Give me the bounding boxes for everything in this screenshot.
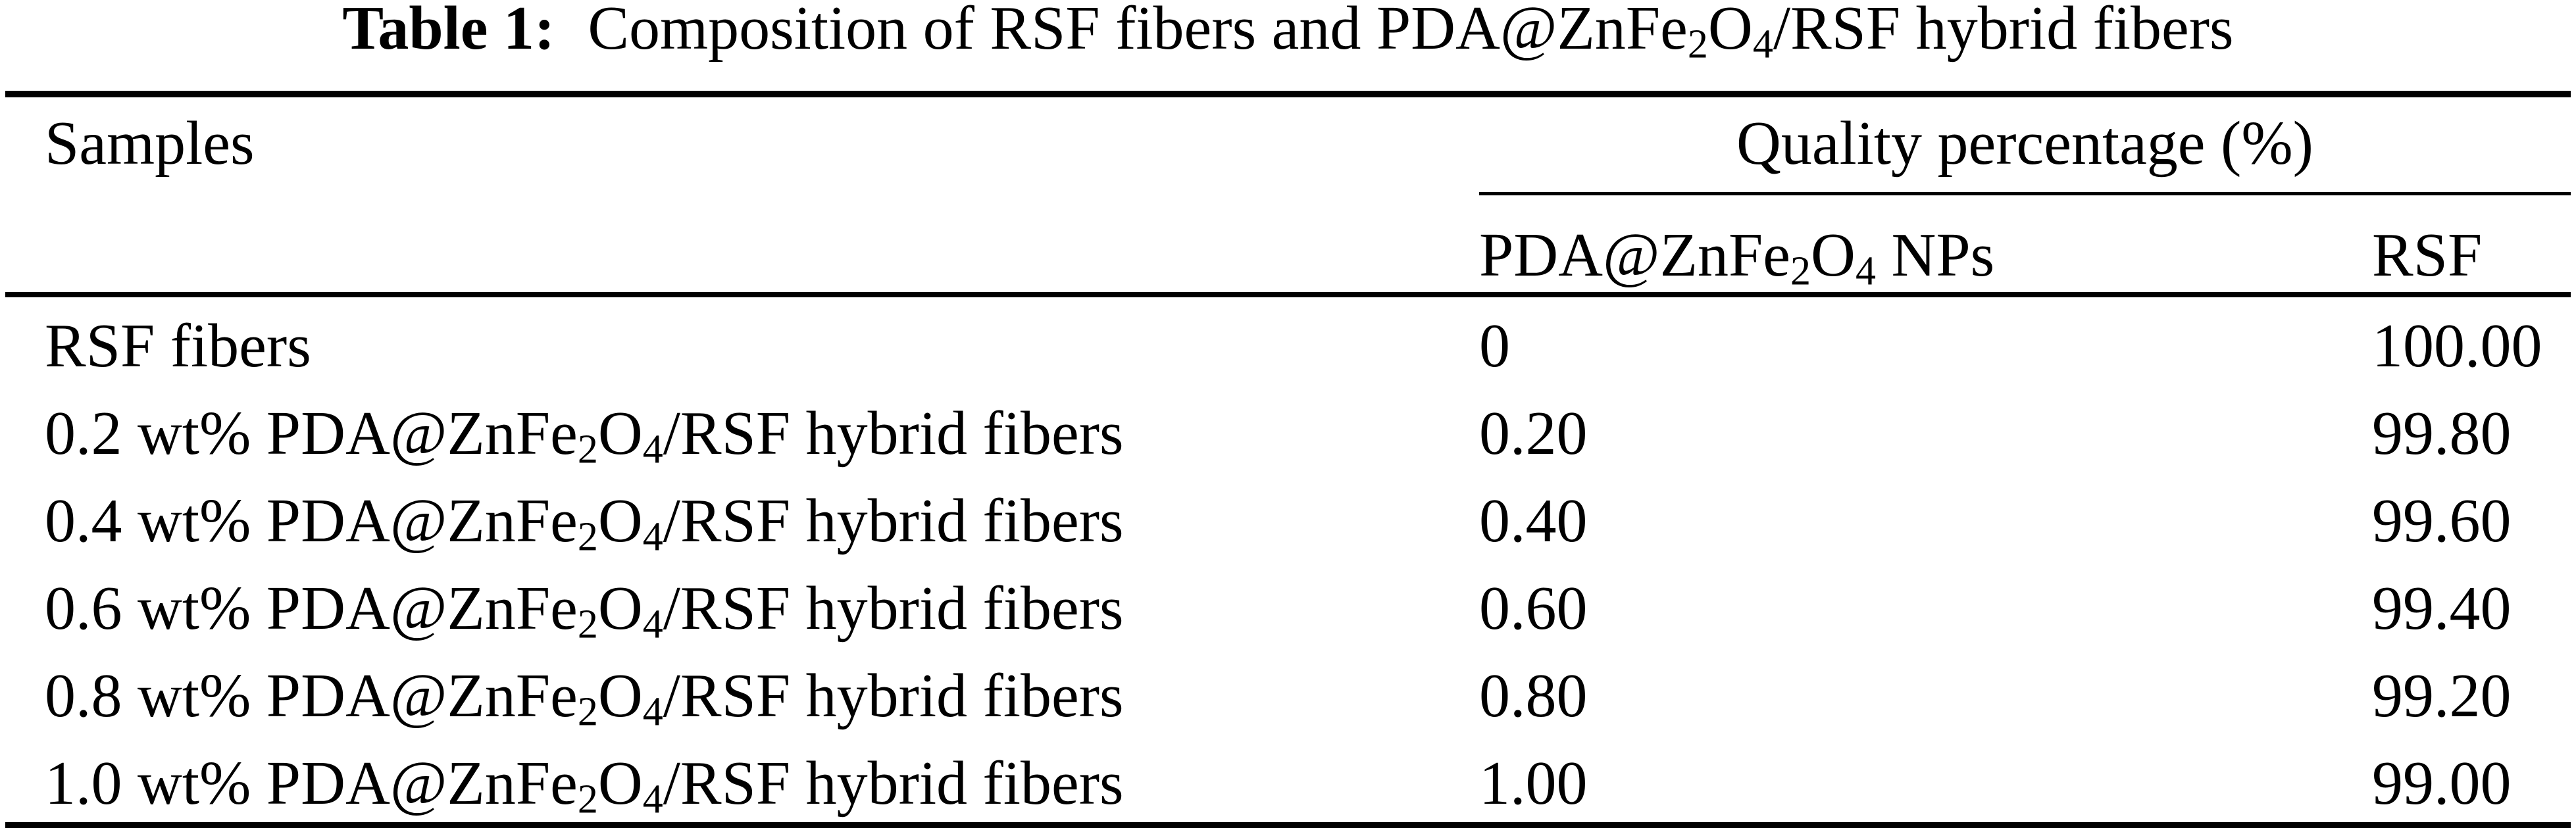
table-top-rule: [5, 91, 2571, 97]
table-row: 0.6 wt% PDA@ZnFe2O4/RSF hybrid fibers 0.…: [0, 577, 2576, 650]
np-percentage-value: 0.80: [1479, 662, 1588, 730]
sample-name: 0.8 wt% PDA@ZnFe2O4/RSF hybrid fibers: [45, 662, 1124, 735]
rsf-percentage-value: 99.60: [2372, 487, 2512, 555]
table-row: 0.2 wt% PDA@ZnFe2O4/RSF hybrid fibers 0.…: [0, 403, 2576, 475]
rsf-percentage-value: 100.00: [2372, 312, 2542, 380]
np-percentage-value: 0: [1479, 312, 1510, 380]
np-percentage-value: 0.40: [1479, 487, 1588, 555]
np-percentage-value: 0.20: [1479, 399, 1588, 468]
sample-name: 0.4 wt% PDA@ZnFe2O4/RSF hybrid fibers: [45, 487, 1124, 560]
column-header-rsf: RSF: [2372, 221, 2483, 289]
table-row: RSF fibers 0 100.00: [0, 315, 2576, 387]
sample-name: RSF fibers: [45, 312, 311, 380]
column-header-samples: Samples: [45, 109, 255, 178]
table-caption: Table 1: Composition of RSF fibers and PD…: [0, 0, 2576, 67]
column-group-header-quality-percentage: Quality percentage (%): [1736, 109, 2313, 178]
table-bottom-rule: [5, 822, 2571, 828]
table-row: 0.4 wt% PDA@ZnFe2O4/RSF hybrid fibers 0.…: [0, 490, 2576, 562]
sample-name: 0.6 wt% PDA@ZnFe2O4/RSF hybrid fibers: [45, 574, 1124, 647]
table-caption-text: Composition of RSF fibers and PDA@ZnFe2O…: [588, 0, 2234, 67]
rsf-percentage-value: 99.80: [2372, 399, 2512, 468]
rsf-percentage-value: 99.00: [2372, 749, 2512, 818]
sample-name: 1.0 wt% PDA@ZnFe2O4/RSF hybrid fibers: [45, 749, 1124, 822]
group-header-underline-rule: [1479, 192, 2571, 195]
table-row: 1.0 wt% PDA@ZnFe2O4/RSF hybrid fibers 1.…: [0, 752, 2576, 825]
np-percentage-value: 1.00: [1479, 749, 1588, 818]
table-caption-label: Table 1:: [342, 0, 555, 62]
rsf-percentage-value: 99.40: [2372, 574, 2512, 643]
sample-name: 0.2 wt% PDA@ZnFe2O4/RSF hybrid fibers: [45, 399, 1124, 472]
column-header-pda-znfe2o4-nps: PDA@ZnFe2O4 NPs: [1479, 221, 1995, 294]
rsf-percentage-value: 99.20: [2372, 662, 2512, 730]
table-row: 0.8 wt% PDA@ZnFe2O4/RSF hybrid fibers 0.…: [0, 665, 2576, 737]
np-percentage-value: 0.60: [1479, 574, 1588, 643]
header-bottom-rule: [5, 292, 2571, 297]
